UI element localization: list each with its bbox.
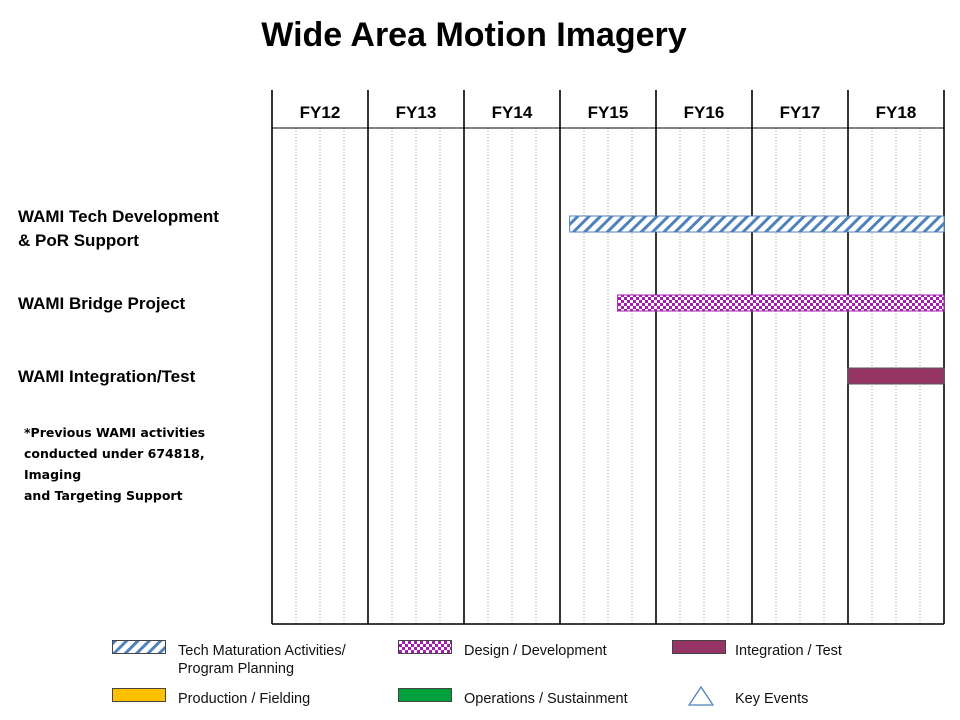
legend-label-operations-sustainment: Operations / Sustainment [464, 691, 628, 707]
footnote: *Previous WAMI activities conducted unde… [24, 425, 206, 503]
legend-label-production-fielding: Production / Fielding [178, 691, 311, 707]
legend-swatch-integration-test [672, 640, 726, 654]
fy-header-label: FY17 [780, 103, 821, 122]
legend-label-key-events: Key Events [735, 691, 809, 707]
gantt-bar-integration-test [847, 367, 945, 385]
key-events-triangle-icon [688, 686, 714, 706]
legend-swatch-design-development [398, 640, 452, 654]
row-label-tech-development: WAMI Tech Development & PoR Support [18, 207, 219, 250]
legend-swatch-production-fielding [112, 688, 166, 702]
fy-header-label: FY14 [492, 103, 533, 122]
fy-header-label: FY15 [588, 103, 629, 122]
row-label-integration-test: WAMI Integration/Test [18, 367, 196, 386]
row-label-bridge-project: WAMI Bridge Project [18, 294, 186, 313]
fy-header-label: FY12 [300, 103, 341, 122]
fy-header-label: FY13 [396, 103, 437, 122]
legend-label-integration-test: Integration / Test [735, 643, 842, 659]
legend-swatch-tech-maturation [112, 640, 166, 654]
fy-header-label: FY18 [876, 103, 917, 122]
gantt-bar-tech-maturation [569, 215, 945, 233]
gantt-bar-design-development [617, 294, 945, 312]
fy-header-label: FY16 [684, 103, 725, 122]
chart-title: Wide Area Motion Imagery [261, 16, 687, 54]
legend-label-tech-maturation: Tech Maturation Activities/ Program Plan… [178, 643, 346, 677]
legend-label-design-development: Design / Development [464, 643, 607, 659]
legend-swatch-operations-sustainment [398, 688, 452, 702]
